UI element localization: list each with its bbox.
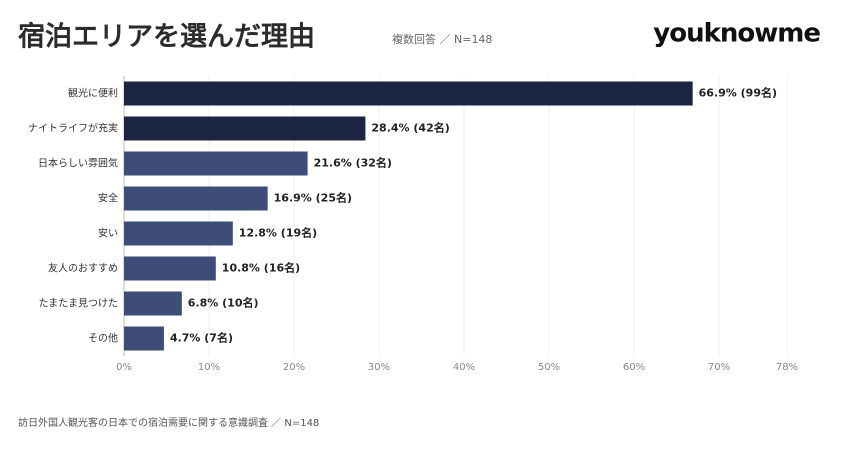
bar [124,186,268,211]
footnote: 訪日外国人観光客の日本での宿泊需要に関する意識調査 ／ N=148 [18,416,319,429]
data-label: 66.9% (99名) [699,86,777,100]
x-tick-label: 0% [116,362,132,373]
logo: youknowme [653,19,820,49]
bar [124,256,216,281]
bar [124,81,693,106]
data-label: 28.4% (42名) [371,121,449,135]
y-tick-label: 日本らしい雰囲気 [38,157,118,170]
data-label: 10.8% (16名) [222,261,300,275]
bar [124,116,366,141]
bar [124,326,164,351]
y-tick-label: 友人のおすすめ [48,262,118,275]
x-tick-label: 20% [283,362,305,373]
data-label: 12.8% (19名) [239,226,317,240]
y-tick-label: その他 [88,332,118,345]
data-label: 4.7% (7名) [170,331,233,345]
bar [124,221,233,246]
x-tick-label: 10% [198,362,220,373]
x-tick-label: 60% [623,362,645,373]
x-tick-label: 30% [368,362,390,373]
data-label: 6.8% (10名) [188,296,259,310]
x-tick-label: 70% [708,362,730,373]
chart-subtitle: 複数回答 ／ N=148 [392,32,492,46]
x-tick-label: 78% [776,362,798,373]
y-tick-label: 観光に便利 [68,87,118,100]
data-label: 21.6% (32名) [314,156,392,170]
bar [124,151,308,176]
bar [124,291,182,316]
x-tick-label: 40% [453,362,475,373]
data-label: 16.9% (25名) [274,191,352,205]
chart-title: 宿泊エリアを選んだ理由 [18,21,315,53]
x-tick-label: 50% [538,362,560,373]
y-tick-label: 安い [98,227,118,240]
y-tick-label: たまたま見つけた [39,298,118,310]
y-tick-label: ナイトライフが充実 [28,122,118,135]
y-tick-label: 安全 [98,192,118,205]
